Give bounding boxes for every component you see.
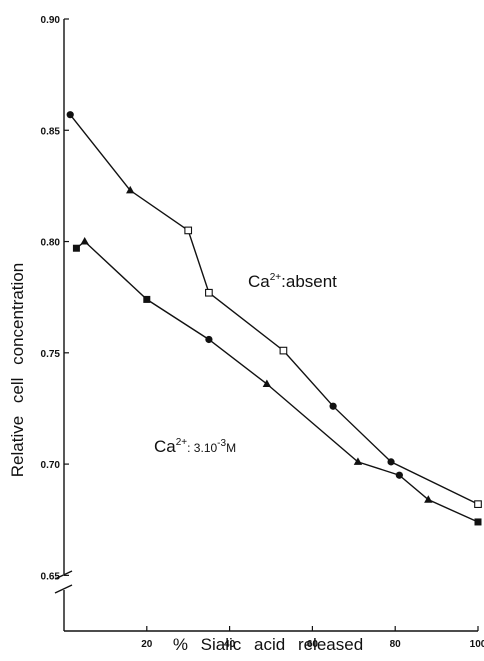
series-line bbox=[69, 114, 479, 505]
data-point-triangle bbox=[126, 185, 135, 194]
x-tick-label: 100 bbox=[470, 639, 484, 650]
series-label-ca-absent-sup: 2+ bbox=[270, 272, 282, 283]
data-point-triangle bbox=[353, 457, 363, 465]
y-tick-label: 0.80 bbox=[41, 238, 61, 249]
axis-break-line-2 bbox=[54, 584, 73, 594]
chart-axes bbox=[54, 19, 478, 632]
series-label-ca-absent: Ca2+:absent bbox=[248, 272, 337, 291]
data-point-open-square bbox=[279, 346, 288, 355]
data-point-open-square bbox=[205, 288, 213, 297]
y-tick-label: 0.70 bbox=[41, 460, 61, 471]
x-ticks: 20 40 60 80 100 bbox=[141, 626, 484, 650]
series-label-ca-3e-3M-base: Ca bbox=[154, 437, 176, 456]
x-axis-title: % Sialic acid released bbox=[173, 635, 363, 654]
y-axis-title: Relative cell concentration bbox=[8, 263, 27, 477]
axis-break-mark bbox=[54, 570, 73, 594]
series-label-ca-absent-base: Ca bbox=[248, 272, 270, 291]
x-tick-label: 80 bbox=[390, 639, 402, 650]
axis-break-line-1 bbox=[54, 570, 73, 580]
data-point-circle bbox=[395, 471, 403, 479]
data-point-triangle bbox=[80, 237, 89, 245]
series-label-ca-3e-3M-unit: M bbox=[226, 441, 236, 455]
data-point-triangle bbox=[262, 379, 272, 387]
series-label-ca-3e-3M-exp: -3 bbox=[217, 438, 226, 449]
data-point-circle bbox=[387, 458, 395, 466]
x-tick-label: 60 bbox=[307, 639, 319, 650]
data-point-open-square bbox=[474, 500, 482, 508]
data-point-circle bbox=[329, 402, 337, 410]
data-point-circle bbox=[205, 335, 213, 344]
data-point-square bbox=[72, 244, 80, 252]
data-point-open-square bbox=[184, 226, 193, 235]
series-1 bbox=[72, 237, 482, 526]
x-tick-label: 40 bbox=[224, 639, 236, 650]
series-label-ca-3e-3M-rest: : 3.10 bbox=[187, 441, 217, 455]
series-label-ca-absent-rest: :absent bbox=[281, 272, 337, 291]
y-tick-label: 0.75 bbox=[41, 349, 61, 360]
series-layer bbox=[66, 111, 482, 526]
series-line bbox=[75, 240, 479, 523]
x-tick-label: 20 bbox=[141, 639, 153, 650]
data-point-triangle bbox=[424, 495, 433, 503]
data-point-circle bbox=[66, 111, 74, 119]
series-label-ca-3e-3M: Ca2+: 3.10-3M bbox=[154, 437, 236, 456]
series-0 bbox=[66, 111, 482, 508]
y-tick-label: 0.90 bbox=[41, 15, 61, 26]
y-ticks: 0.65 0.70 0.75 0.80 0.85 0.90 bbox=[41, 15, 69, 582]
data-point-square bbox=[474, 518, 482, 526]
series-label-ca-3e-3M-sup: 2+ bbox=[176, 437, 188, 448]
y-tick-label: 0.65 bbox=[41, 571, 61, 582]
y-tick-label: 0.85 bbox=[41, 126, 61, 137]
data-point-square bbox=[143, 295, 151, 303]
